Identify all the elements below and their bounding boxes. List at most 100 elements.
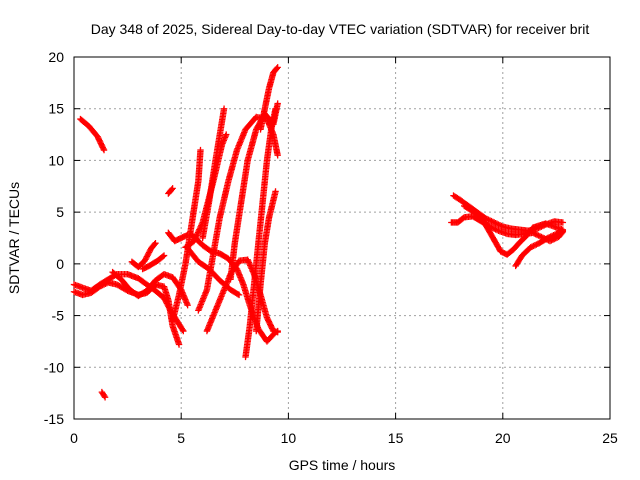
data-point <box>101 394 109 401</box>
data-point <box>175 341 183 348</box>
series-arc-5 <box>109 268 191 309</box>
x-tick-label: 25 <box>602 430 618 446</box>
data-point <box>495 221 502 228</box>
data-point <box>488 217 495 225</box>
data-point <box>547 233 554 240</box>
x-tick-label: 20 <box>495 430 511 446</box>
y-tick-label: 0 <box>56 256 64 272</box>
data-point <box>491 225 498 232</box>
data-point <box>531 242 539 249</box>
series-arc-15 <box>203 256 281 336</box>
data-point <box>234 290 242 298</box>
y-tick-label: -10 <box>44 359 64 375</box>
data-point <box>498 222 505 230</box>
data-point <box>194 229 202 236</box>
data-point <box>274 64 281 71</box>
series-arc-19 <box>253 188 279 335</box>
data-point <box>550 232 557 239</box>
data-point <box>527 244 534 251</box>
data-point <box>546 234 553 241</box>
series-arc-24 <box>512 227 567 270</box>
y-tick-label: 20 <box>48 49 64 65</box>
data-point <box>223 131 230 138</box>
data-point <box>179 326 186 333</box>
data-point <box>531 230 538 237</box>
data-point <box>559 219 567 226</box>
data-point <box>160 252 168 259</box>
data-point <box>97 282 105 290</box>
series-arc-8 <box>165 185 176 197</box>
data-point <box>180 327 187 335</box>
axis-tick-labels: 0 5 10 15 20 25 -15 -10 -5 0 5 10 15 20 <box>44 49 618 446</box>
data-point <box>489 224 496 232</box>
data-point <box>496 222 504 229</box>
data-point <box>528 243 536 250</box>
data-point <box>197 146 204 154</box>
series-arc-2 <box>98 388 109 401</box>
data-point <box>536 233 544 240</box>
data-point <box>168 186 175 193</box>
data-point <box>220 105 228 112</box>
series-arc-20 <box>257 64 281 133</box>
data-point <box>535 232 542 239</box>
axis-ticks <box>73 56 611 420</box>
data-point <box>159 253 167 260</box>
data-point <box>194 230 201 238</box>
data-point <box>530 242 537 250</box>
series-arc-6 <box>128 239 159 271</box>
y-tick-label: -15 <box>44 411 64 427</box>
data-point <box>272 188 279 195</box>
data-point <box>273 65 281 72</box>
data-point <box>492 226 499 233</box>
data-point <box>100 281 108 288</box>
data-point <box>492 219 499 227</box>
y-axis-label: SDTVAR / TECUs <box>6 182 22 294</box>
data-point <box>272 105 279 112</box>
data-series <box>70 64 567 401</box>
chart-title: Day 348 of 2025, Sidereal Day-to-day VTE… <box>91 21 590 37</box>
data-point <box>99 282 106 289</box>
data-point <box>548 232 556 240</box>
plot-frame <box>73 56 611 420</box>
series-arc-7 <box>139 252 168 273</box>
y-tick-label: 5 <box>56 204 64 220</box>
grid <box>74 57 610 419</box>
data-point <box>274 152 281 159</box>
x-tick-label: 0 <box>70 430 78 446</box>
data-point <box>489 218 496 225</box>
y-tick-label: 15 <box>48 101 64 117</box>
data-point <box>274 327 281 335</box>
data-point <box>184 302 191 309</box>
data-point <box>485 216 492 223</box>
x-axis-label: GPS time / hours <box>289 457 396 473</box>
series-arc-16 <box>195 113 281 314</box>
data-point <box>151 241 158 248</box>
series-arc-1 <box>77 115 108 154</box>
x-tick-label: 10 <box>281 430 297 446</box>
data-point <box>152 239 159 247</box>
series-arc-13 <box>199 105 228 242</box>
series-arc-18 <box>242 105 279 361</box>
data-point <box>493 226 501 234</box>
data-point <box>274 100 281 107</box>
data-point <box>491 219 498 226</box>
y-tick-label: 10 <box>48 152 64 168</box>
data-point <box>102 280 109 288</box>
series-arc-25 <box>274 327 281 335</box>
data-point <box>169 185 176 192</box>
data-point <box>533 241 540 248</box>
series-arc-23 <box>461 202 567 258</box>
data-point <box>544 234 552 242</box>
y-tick-label: -5 <box>52 308 65 324</box>
series-arc-17 <box>227 100 281 283</box>
data-point <box>532 231 539 238</box>
data-point <box>533 231 541 239</box>
data-point <box>100 146 108 154</box>
data-point <box>101 392 108 400</box>
data-point <box>493 220 501 228</box>
data-point <box>486 217 494 224</box>
x-tick-label: 15 <box>388 430 404 446</box>
data-point <box>235 291 243 299</box>
x-tick-label: 5 <box>177 430 185 446</box>
